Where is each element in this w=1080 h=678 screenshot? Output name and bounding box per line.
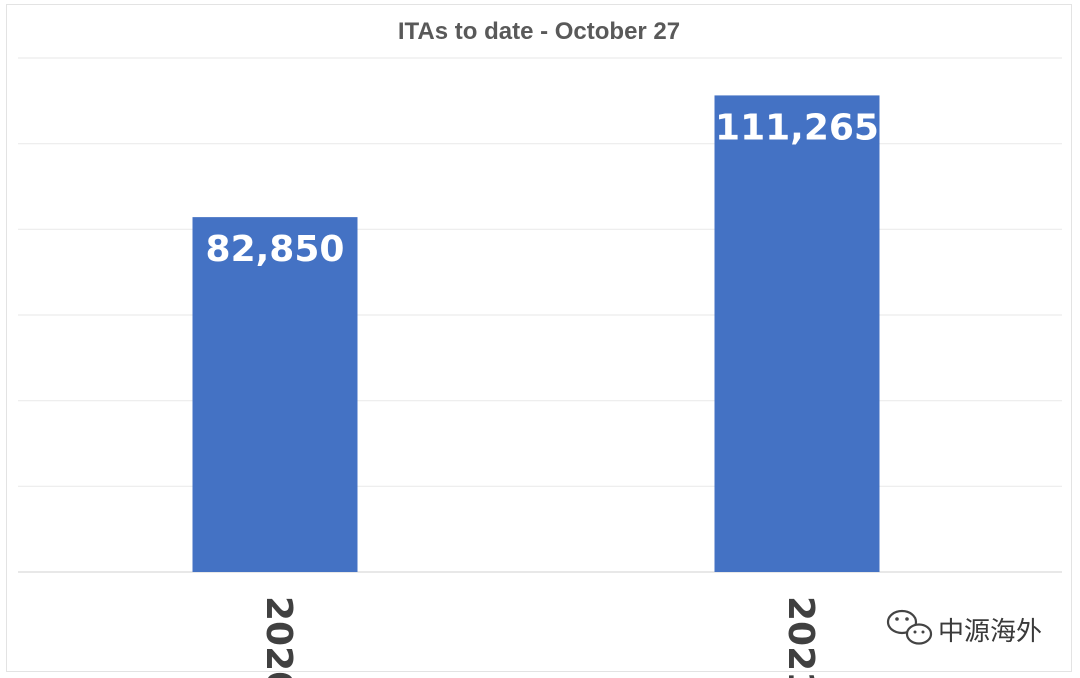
data-labels: 82,850 111,265 (206, 107, 879, 270)
data-label-2020: 82,850 (206, 229, 345, 270)
gridlines (18, 57, 1062, 573)
wechat-icon (886, 609, 933, 645)
data-label-2021: 111,265 (715, 107, 879, 148)
category-label-2020: 2020 (258, 596, 299, 678)
bar-2020 (192, 217, 358, 572)
chart-frame (6, 4, 1072, 672)
category-axis: 2020 2021 (258, 596, 821, 678)
bar-2021 (714, 95, 880, 572)
watermark-text: 中源海外 (938, 617, 1042, 647)
chart-title: ITAs to date - October 27 (398, 18, 680, 45)
bars (192, 95, 880, 572)
category-label-2021: 2021 (780, 596, 821, 678)
watermark: 中源海外 (886, 609, 1042, 647)
